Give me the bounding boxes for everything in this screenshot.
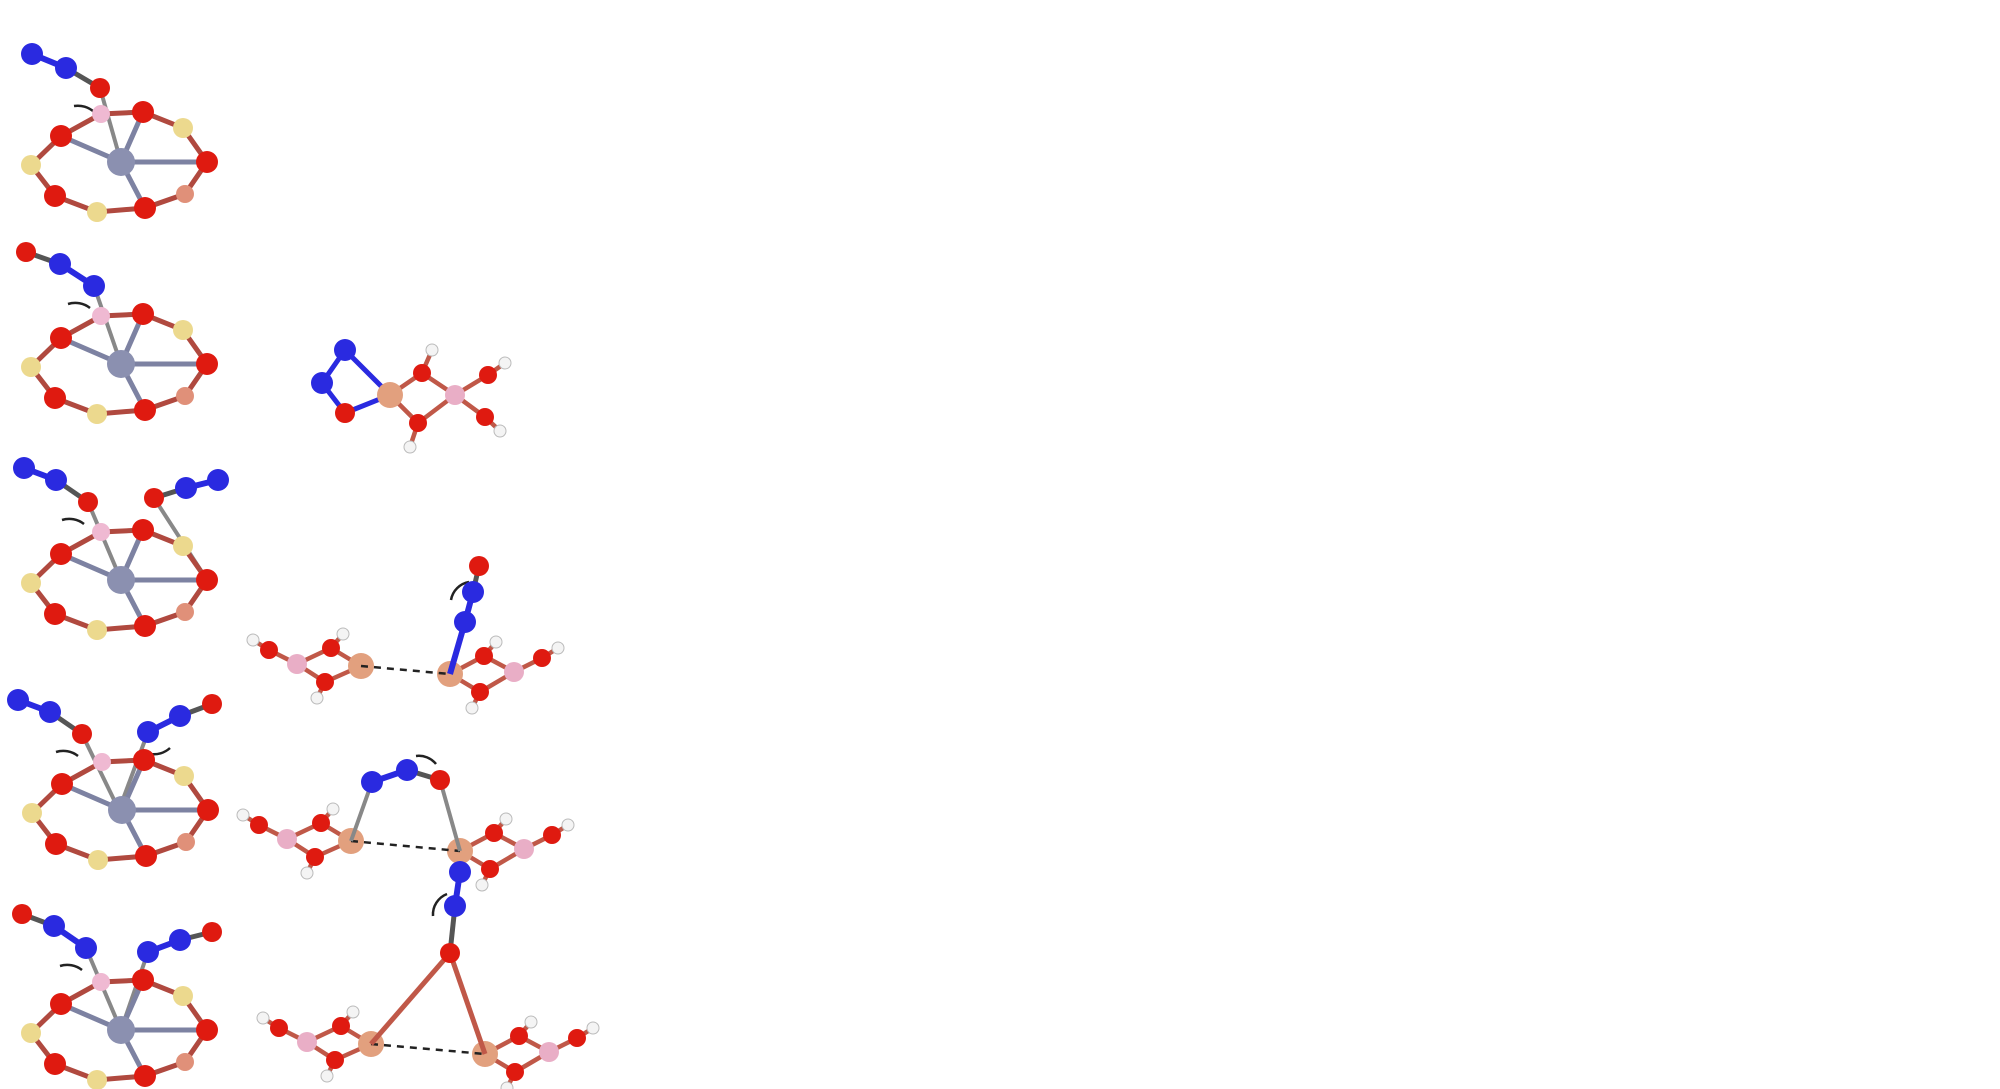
molecule-mu13NO	[220, 754, 590, 870]
molecule-eta1-OO	[13, 457, 229, 628]
structure-mu13NO	[220, 720, 590, 870]
structure-eta1-ON	[0, 652, 255, 870]
structure-eta1-O	[2, 6, 252, 204]
structure-eta1-OO	[2, 424, 252, 646]
panel-d-chart	[1385, 560, 2000, 1088]
molecule-eta1-O	[2, 43, 252, 204]
structure-eta1-N	[2, 208, 252, 406]
structure-cu-mono	[250, 295, 595, 490]
molecule-mu11N	[225, 556, 595, 725]
molecule-eta1-NN	[12, 904, 222, 1078]
molecule-cu-mono	[311, 339, 512, 454]
structure-eta1-NN	[2, 870, 252, 1089]
structure-mu11N	[225, 556, 595, 725]
panel-b1-spectra	[585, 30, 1340, 365]
molecule-eta1-N	[16, 242, 252, 406]
panel-b2-spectra	[585, 360, 1340, 695]
molecule-eta1-ON	[7, 689, 222, 860]
panel-c-chart	[1400, 40, 2000, 580]
structure-mu11O	[225, 858, 595, 1089]
panel-b3-spectra	[585, 700, 1345, 1089]
molecule-mu11O	[225, 861, 595, 1089]
